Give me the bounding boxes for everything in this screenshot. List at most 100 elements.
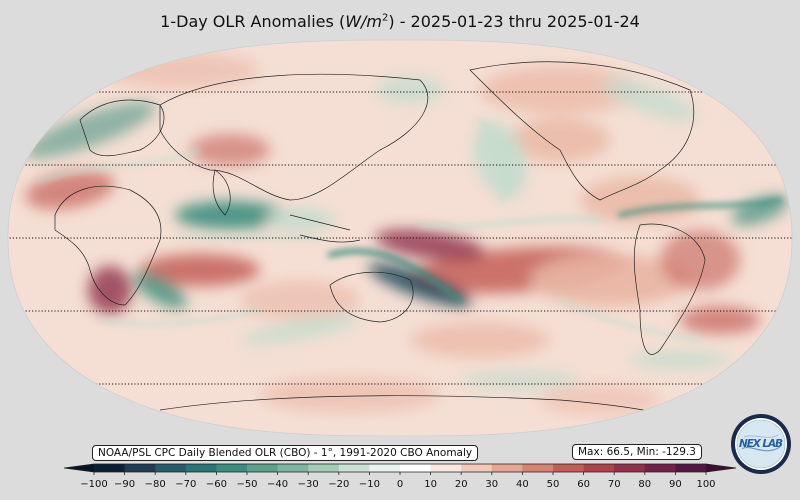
anomaly-blob <box>88 266 132 314</box>
anomaly-streak <box>558 298 702 342</box>
colorbar-segment <box>185 464 217 472</box>
colorbar-tick-label: 10 <box>424 479 437 490</box>
colorbar-tick-label: −50 <box>236 479 257 490</box>
anomaly-blob <box>240 280 360 320</box>
anomaly-blob <box>480 66 640 114</box>
anomaly-blob <box>680 306 760 334</box>
anomaly-blob <box>260 377 440 413</box>
anomaly-blob <box>133 271 187 309</box>
logo-text: NEX LAB <box>739 438 783 450</box>
coastline <box>159 73 429 201</box>
colorbar-tick-label: −20 <box>328 479 349 490</box>
logo-swoosh-2 <box>743 434 779 438</box>
map-title: 1-Day OLR Anomalies (W/m2) - 2025-01-23 … <box>0 12 800 31</box>
coastline <box>159 395 681 419</box>
colorbar-high-extend <box>706 464 736 472</box>
anomaly-streak <box>327 248 463 303</box>
data-source-label: NOAA/PSL CPC Daily Blended OLR (CBO) - 1… <box>92 445 479 461</box>
colorbar-segment <box>644 464 676 472</box>
anomaly-blob <box>25 170 115 210</box>
colorbar-tick-label: 60 <box>577 479 590 490</box>
anomaly-blob <box>265 208 335 232</box>
colorbar-tick-label: −30 <box>298 479 319 490</box>
colorbar-segment <box>155 464 187 472</box>
colorbar-segment <box>369 464 401 472</box>
colorbar-segment <box>124 464 156 472</box>
anomaly-blob <box>410 322 550 358</box>
anomaly-blob <box>175 201 285 229</box>
nexlab-globe-logo: NEX LAB <box>731 414 791 474</box>
anomaly-blob <box>510 118 610 162</box>
coastline <box>329 271 414 323</box>
colorbar-tick-label: 30 <box>485 479 498 490</box>
logo-swoosh <box>741 446 781 452</box>
colorbar-segment <box>675 464 707 472</box>
colorbar-segment <box>94 464 126 472</box>
anomaly-blob <box>368 263 472 307</box>
title-unit: W/m <box>345 12 382 31</box>
olr-anomaly-map <box>7 39 793 437</box>
colorbar-tick-label: −100 <box>80 479 107 490</box>
coastline <box>54 185 162 306</box>
colorbar-tick-label: 40 <box>516 479 529 490</box>
coastlines <box>54 61 706 419</box>
colorbar-tick-label: 90 <box>669 479 682 490</box>
colorbar-low-extend <box>64 464 94 472</box>
anomaly-blob <box>660 230 740 290</box>
colorbar-segment <box>247 464 279 472</box>
anomaly-blob <box>190 134 270 166</box>
anomaly-blob <box>460 370 580 390</box>
colorbar-tick-label: −60 <box>206 479 227 490</box>
colorbar-segment <box>308 464 340 472</box>
anomaly-blob <box>23 101 157 159</box>
anomaly-streak <box>98 308 262 326</box>
colorbar-segment <box>491 464 523 472</box>
anomaly-blob <box>375 76 445 104</box>
colorbar-segment <box>583 464 615 472</box>
colorbar-segment <box>461 464 493 472</box>
colorbar-segment <box>216 464 248 472</box>
colorbar-tick-label: 70 <box>608 479 621 490</box>
colorbar-tick-label: −70 <box>175 479 196 490</box>
coastline <box>212 169 231 216</box>
max-min-label: Max: 66.5, Min: -129.3 <box>572 444 702 460</box>
colorbar-tick-label: 0 <box>397 479 403 490</box>
colorbar-tick-label: 80 <box>638 479 651 490</box>
globe-outline <box>7 39 793 437</box>
colorbar-segment <box>277 464 309 472</box>
coastline <box>633 223 706 355</box>
logo-globe <box>736 419 786 469</box>
colorbar: −100 −90 −80 −70 −60 −50 −40 −30 −20 −10 0 10 20 30 40… <box>63 463 737 490</box>
latitude-parallels <box>8 91 792 385</box>
coastline <box>469 61 694 201</box>
coastline <box>289 214 361 243</box>
colorbar-tick-label: 100 <box>696 479 715 490</box>
colorbar-ticks: −100 −90 −80 −70 −60 −50 −40 −30 −20 −10 0 10 20 30 40… <box>80 472 716 490</box>
colorbar-tick-label: −40 <box>267 479 288 490</box>
anomaly-blob <box>240 315 360 345</box>
anomaly-blob <box>472 121 528 199</box>
anomaly-streak <box>478 118 513 202</box>
title-unit-exponent: 2 <box>381 12 389 24</box>
colorbar-segment <box>522 464 554 472</box>
map-field <box>8 40 792 436</box>
colorbar-segments <box>63 463 737 473</box>
colorbar-tick-label: −80 <box>145 479 166 490</box>
title-prefix: 1-Day OLR Anomalies ( <box>160 12 346 31</box>
anomaly-blob <box>580 176 700 224</box>
anomaly-blob <box>630 350 730 370</box>
anomaly-blob <box>100 52 260 88</box>
title-suffix: ) - 2025-01-23 thru 2025-01-24 <box>388 12 640 31</box>
anomaly-blob <box>140 254 260 286</box>
anomaly-blob <box>602 78 698 122</box>
anomaly-blob <box>375 229 485 261</box>
colorbar-segment <box>430 464 462 472</box>
colorbar-segment <box>400 464 432 472</box>
colorbar-segment <box>338 464 370 472</box>
colorbar-segment <box>614 464 646 472</box>
anomaly-streak <box>418 216 602 229</box>
anomaly-streak <box>618 198 782 217</box>
coastline <box>79 99 165 157</box>
colorbar-segment <box>553 464 585 472</box>
colorbar-tick-label: −10 <box>359 479 380 490</box>
